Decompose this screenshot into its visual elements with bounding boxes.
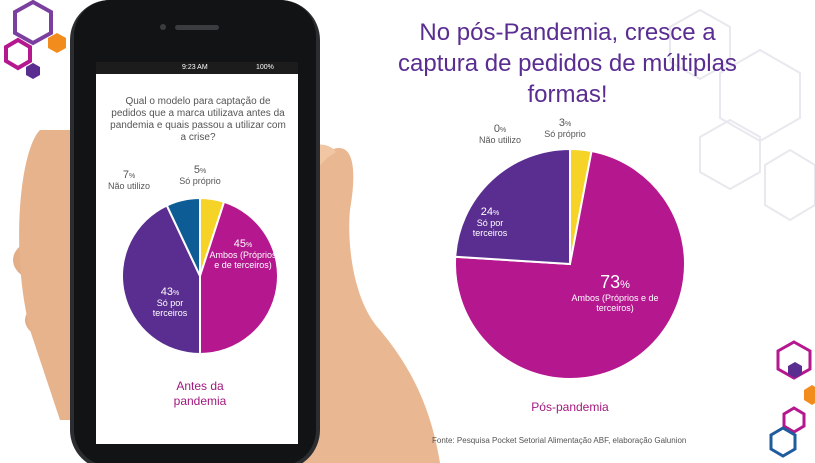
hexagon-decoration-background-right [669,8,815,222]
pie-chart-before [121,196,279,356]
pie-slice-before-terceiros [121,204,201,356]
slide-title: No pós-Pandemia, cresce a captura de ped… [398,19,737,108]
pie-slice-after-terceiros [454,147,571,266]
pie-slice-before-ambos [199,200,279,356]
pie-slice-before-nao_utilizo [165,196,201,277]
caption-before: Antes da pandemia [173,379,227,408]
label-before-ambos: 45% Ambos (Próprios e de terceiros) [209,238,277,270]
status-time: 9:23 AM [182,64,208,71]
survey-question: Qual o modelo para captação de pedidos q… [110,96,286,143]
hexagon-decoration-top-left [4,0,53,71]
hexagon-decoration-orange-small [804,385,815,405]
label-before-nao-utilizo: 7% Não utilizo [107,169,151,191]
caption-after: Pós-pandemia [531,400,609,414]
label-after-nao-utilizo: 0% Não utilizo [478,123,522,145]
label-before-so-proprio: 5% Só próprio [179,164,221,186]
source-note: Fonte: Pesquisa Pocket Setorial Alimenta… [432,436,687,445]
pie-chart-after [454,147,686,380]
label-after-ambos: 73% Ambos (Próprios e de terceiros) [571,272,659,313]
status-battery: 100% [256,64,274,71]
label-after-so-proprio: 3% Só próprio [544,117,586,139]
hexagon-decoration-bottom-right [769,340,812,458]
hexagon-decoration-purple [26,63,40,79]
label-before-terceiros: 43% Só por terceiros [152,286,188,318]
label-after-terceiros: 24% Só por terceiros [472,206,508,238]
hexagon-decoration-purple-small [788,362,802,378]
hexagon-decoration-orange [48,33,66,53]
